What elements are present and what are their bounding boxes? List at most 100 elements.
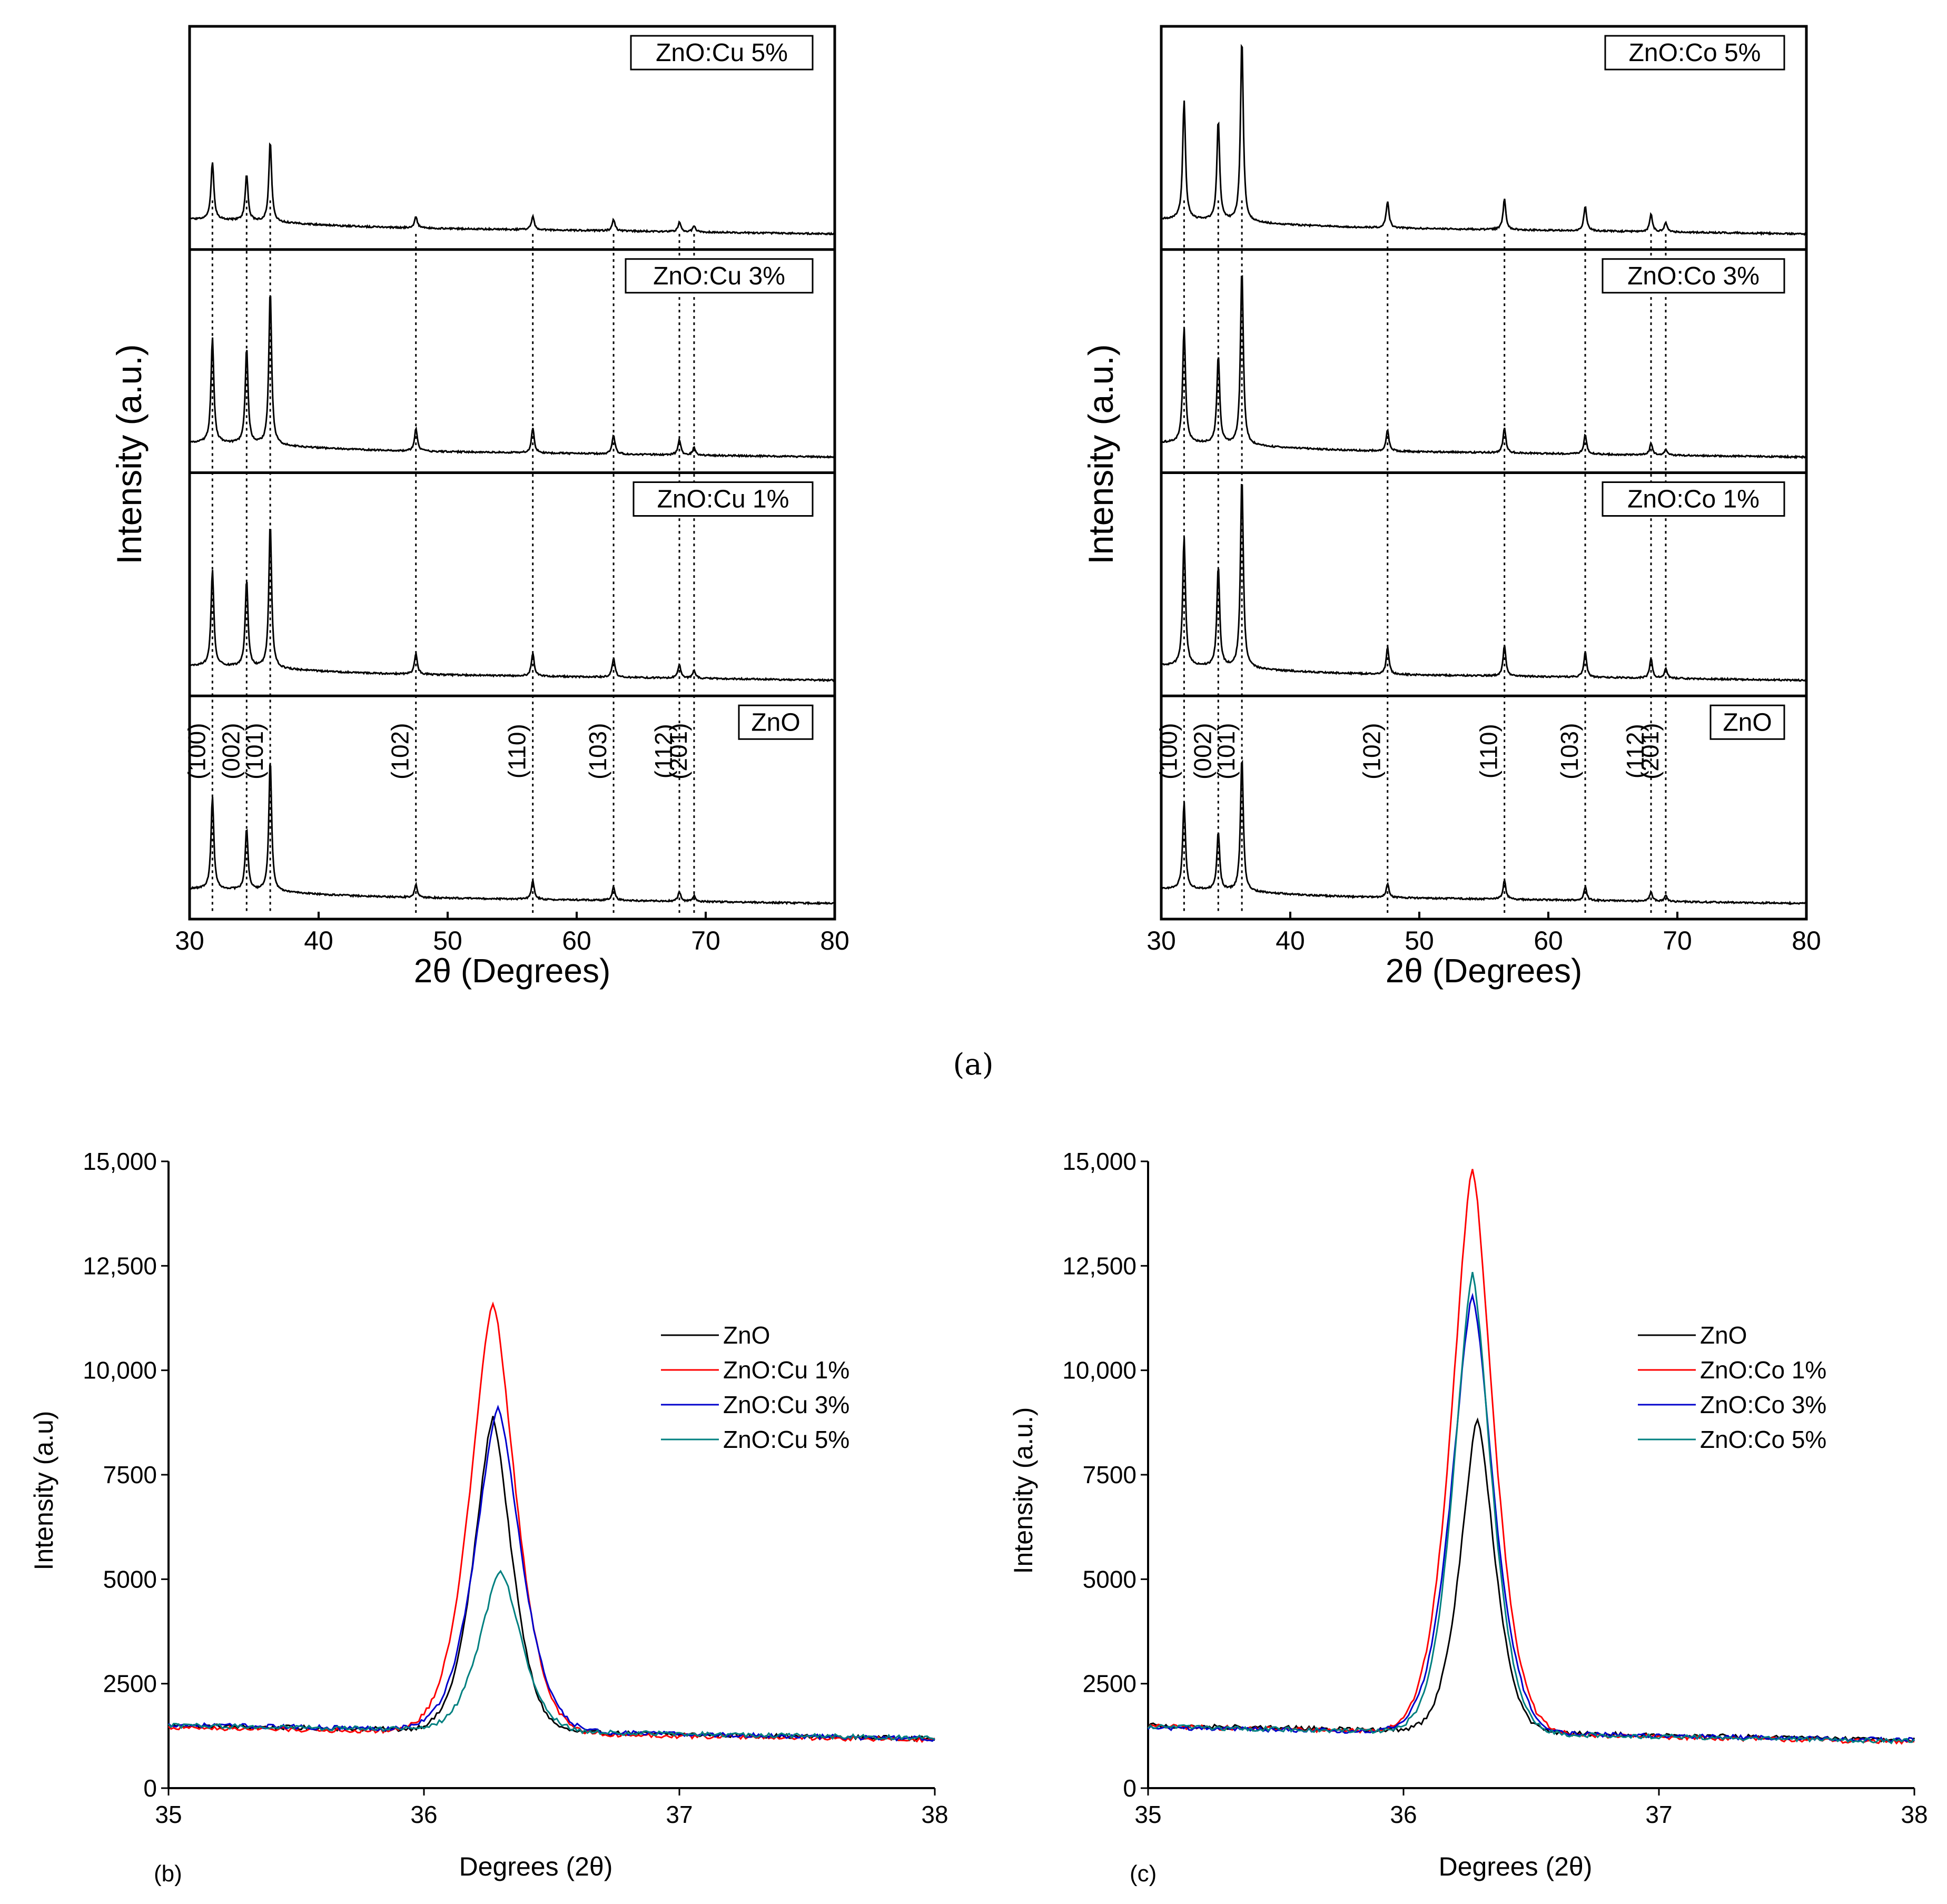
legend-label: ZnO:Co 5% xyxy=(1700,1426,1826,1453)
caption-b: (b) xyxy=(154,1861,182,1887)
sample-label-box xyxy=(625,258,814,294)
sample-label-box xyxy=(630,35,814,71)
miller-index-label: (112) xyxy=(1622,724,1649,778)
sample-label-box xyxy=(632,481,814,517)
sample-label-box xyxy=(738,704,814,740)
y-tick-label: 5000 xyxy=(103,1565,157,1593)
x-axis-title: Degrees (2θ) xyxy=(1439,1852,1593,1881)
sample-label-box xyxy=(1709,704,1785,740)
xrd-pattern-line xyxy=(1160,484,1807,682)
sample-label: ZnO:Co 1% xyxy=(1627,486,1760,514)
x-tick-label: 30 xyxy=(175,926,204,955)
zoom-chart-co: 0 2500 5000 7500 10,000 12,500 15,000 35 36 37 38 Z… xyxy=(1009,1148,1928,1881)
x-tick-label: 50 xyxy=(433,926,462,955)
x-tick-label: 35 xyxy=(155,1801,182,1828)
miller-index-label: (112) xyxy=(650,724,677,778)
miller-index-label: (002) xyxy=(217,723,244,780)
legend-label: ZnO:Cu 5% xyxy=(723,1426,849,1453)
intensity-series-line xyxy=(167,1570,935,1741)
intensity-series-line xyxy=(1147,1417,1915,1743)
miller-index-label: (102) xyxy=(1358,723,1386,780)
y-axis-title: Intensity (a.u.) xyxy=(1081,344,1120,564)
x-tick-label: 30 xyxy=(1147,926,1176,955)
y-tick-label: 15,000 xyxy=(83,1148,157,1175)
xrd-chart-co: ZnO:Co 5% ZnO:Co 3% ZnO:Co 1% ZnO (100) (002)… xyxy=(1081,25,1821,990)
y-tick-label: 7500 xyxy=(1083,1461,1136,1488)
legend-label: ZnO:Cu 3% xyxy=(723,1391,849,1418)
sample-label: ZnO xyxy=(1723,708,1772,736)
miller-index-label: (101) xyxy=(241,723,268,780)
miller-index-label: (103) xyxy=(584,723,611,780)
miller-index-label: (100) xyxy=(183,723,210,780)
xrd-pattern-line xyxy=(1161,759,1807,905)
y-tick-label: 5000 xyxy=(1083,1565,1136,1593)
miller-index-label: (100) xyxy=(1154,723,1182,780)
caption-c: (c) xyxy=(1130,1861,1157,1887)
x-tick-label: 80 xyxy=(820,926,849,955)
xrd-pattern-line xyxy=(189,528,835,683)
miller-index-label: (201) xyxy=(1636,723,1664,780)
intensity-series-line xyxy=(1147,1169,1915,1745)
x-tick-label: 37 xyxy=(1645,1801,1672,1828)
xrd-pattern-line xyxy=(1161,44,1807,236)
miller-index-label: (102) xyxy=(387,723,414,780)
xrd-pattern-line xyxy=(1161,275,1807,459)
intensity-series-line xyxy=(1147,1293,1915,1743)
miller-index-label: (110) xyxy=(1475,724,1503,778)
x-tick-label: 35 xyxy=(1134,1801,1161,1828)
x-tick-label: 40 xyxy=(304,926,333,955)
y-axis-title: Intensity (a.u.) xyxy=(110,344,149,564)
y-tick-label: 2500 xyxy=(103,1670,157,1698)
y-tick-label: 10,000 xyxy=(1062,1357,1136,1384)
x-tick-label: 36 xyxy=(410,1801,437,1828)
sample-label-box xyxy=(1602,481,1785,517)
caption-a: (a) xyxy=(953,1048,993,1082)
y-tick-label: 10,000 xyxy=(83,1357,157,1384)
sample-label: ZnO:Cu 3% xyxy=(653,262,785,290)
y-tick-label: 2500 xyxy=(1083,1670,1136,1698)
y-tick-label: 15,000 xyxy=(1062,1148,1136,1175)
sample-label: ZnO:Cu 1% xyxy=(657,486,789,514)
miller-index-label: (110) xyxy=(503,724,531,778)
y-tick-label: 12,500 xyxy=(83,1252,157,1279)
sample-label-box xyxy=(1604,35,1785,71)
y-tick-label: 0 xyxy=(143,1774,157,1802)
legend-label: ZnO:Cu 1% xyxy=(723,1356,849,1384)
miller-index-label: (101) xyxy=(1212,723,1240,780)
legend-label: ZnO xyxy=(723,1321,770,1349)
intensity-series-line xyxy=(1147,1271,1915,1744)
y-axis-title: Intensity (a.u.) xyxy=(1009,1407,1038,1574)
x-tick-label: 70 xyxy=(691,926,720,955)
x-tick-label: 60 xyxy=(1534,926,1563,955)
xrd-pattern-line xyxy=(189,295,836,459)
zoom-chart-cu: 0 2500 5000 7500 10,000 12,500 15,000 35 36 37 38 Z… xyxy=(29,1148,948,1881)
sample-label: ZnO:Co 5% xyxy=(1629,39,1761,67)
y-tick-label: 7500 xyxy=(103,1461,157,1488)
x-tick-label: 50 xyxy=(1405,926,1434,955)
x-axis-title: Degrees (2θ) xyxy=(459,1852,613,1881)
legend-label: ZnO:Co 1% xyxy=(1700,1356,1826,1384)
x-tick-label: 38 xyxy=(921,1801,948,1828)
legend-label: ZnO:Co 3% xyxy=(1700,1391,1826,1418)
x-tick-label: 80 xyxy=(1792,926,1821,955)
y-tick-label: 0 xyxy=(1123,1774,1136,1802)
xrd-pattern-line xyxy=(189,764,836,906)
x-tick-label: 40 xyxy=(1276,926,1305,955)
x-tick-label: 70 xyxy=(1663,926,1692,955)
x-tick-label: 60 xyxy=(562,926,591,955)
sample-label-box xyxy=(1602,258,1785,294)
miller-index-label: (103) xyxy=(1556,723,1583,780)
x-tick-label: 38 xyxy=(1901,1801,1928,1828)
x-axis-title: 2θ (Degrees) xyxy=(414,952,611,990)
miller-index-label: (002) xyxy=(1189,723,1216,780)
sample-label: ZnO:Cu 5% xyxy=(656,39,788,67)
intensity-series-line xyxy=(167,1404,936,1742)
x-axis-title: 2θ (Degrees) xyxy=(1386,952,1583,990)
xrd-chart-cu: ZnO:Cu 5% ZnO:Cu 3% ZnO:Cu 1% ZnO (100) (002)… xyxy=(110,25,849,990)
sample-label: ZnO:Co 3% xyxy=(1627,262,1760,290)
xrd-pattern-line xyxy=(189,142,836,236)
miller-index-label: (201) xyxy=(665,723,692,780)
x-tick-label: 36 xyxy=(1390,1801,1417,1828)
legend-label: ZnO xyxy=(1700,1321,1747,1349)
